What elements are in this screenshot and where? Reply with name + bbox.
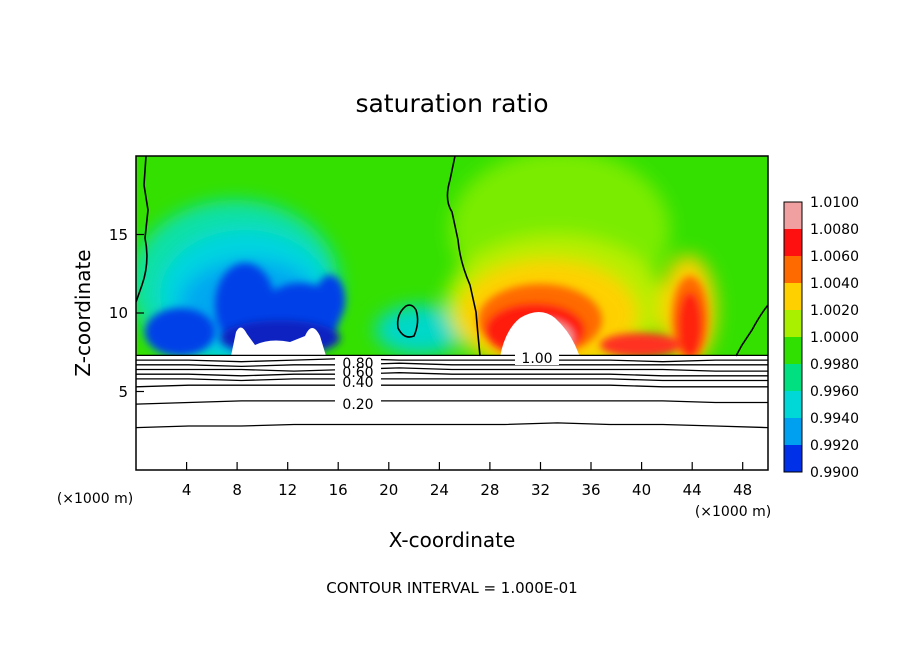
y-tick-marks <box>136 233 144 393</box>
contour-line-0 <box>136 357 768 363</box>
colorbar-label: 1.0040 <box>810 276 859 292</box>
field-red-trough <box>600 333 680 357</box>
colorbar-labels: 1.0100 1.0080 1.0060 1.0040 1.0020 1.000… <box>810 195 859 481</box>
colorbar-label: 0.9920 <box>810 438 859 454</box>
x-axis: 4 8 12 16 20 24 28 32 36 40 44 48 (×1000… <box>57 462 771 552</box>
x-tick-label: 24 <box>430 481 449 499</box>
x-tick-label: 16 <box>329 481 348 499</box>
cloud-hole-left <box>231 327 326 356</box>
x-tick-label: 4 <box>182 481 192 499</box>
contour-label-0-80: 0.80 <box>342 356 373 372</box>
contour-lines <box>136 354 768 429</box>
colorbar-label: 0.9940 <box>810 411 859 427</box>
colorbar-label: 1.0100 <box>810 195 859 211</box>
colorbar-label: 1.0000 <box>810 330 859 346</box>
contour-interval-note: CONTOUR INTERVAL = 1.000E-01 <box>326 579 577 597</box>
colorbar-swatch <box>784 418 802 445</box>
contour-label-bg <box>335 397 381 410</box>
field-blue-left-1 <box>145 308 215 356</box>
contour-1.00-mid <box>446 156 481 357</box>
colorbar-swatch <box>784 256 802 283</box>
field-red-far-right <box>678 292 702 358</box>
contour-1.00-left <box>136 156 149 303</box>
y-axis: 5 10 15 Z-coordinate <box>71 226 144 401</box>
contour-line-6 <box>136 400 768 405</box>
colorbar-swatch <box>784 310 802 337</box>
plot-area: 1.00 0.80 0.60 0.40 0.20 <box>57 155 771 552</box>
colorbar-label: 1.0060 <box>810 249 859 265</box>
saturation-field <box>136 156 768 470</box>
contour-label-bg <box>335 357 381 399</box>
contour-line-4 <box>136 378 768 382</box>
colorbar-swatch <box>784 283 802 310</box>
x-unit-left: (×1000 m) <box>57 491 133 507</box>
contour-line-2 <box>136 367 768 372</box>
y-tick-labels: 5 10 15 <box>109 226 128 401</box>
colorbar-label: 0.9960 <box>810 384 859 400</box>
contour-1.00-loop <box>396 304 419 338</box>
x-tick-label: 8 <box>232 481 242 499</box>
subsaturated-region <box>136 356 768 470</box>
colorbar-frame <box>783 201 803 473</box>
contour-label-0-60: 0.60 <box>342 365 373 381</box>
contour-1.00-right <box>735 304 768 357</box>
colorbar-swatch <box>784 202 802 229</box>
x-tick-label: 40 <box>632 481 651 499</box>
x-unit-right: (×1000 m) <box>695 504 771 520</box>
contour-1.00 <box>136 156 768 357</box>
x-tick-labels: 4 8 12 16 20 24 28 32 36 40 44 48 <box>182 481 752 499</box>
field-cyan-mid <box>375 305 465 355</box>
y-axis-label: Z-coordinate <box>71 249 95 376</box>
y-tick-label: 5 <box>118 383 128 401</box>
x-tick-label: 44 <box>683 481 702 499</box>
colorbar-swatch <box>784 337 802 364</box>
colorbar-swatch <box>784 391 802 418</box>
x-tick-label: 36 <box>581 481 600 499</box>
cloud-hole-right <box>500 312 580 357</box>
x-tick-label: 28 <box>480 481 499 499</box>
contour-label-1-00: 1.00 <box>521 351 552 367</box>
contour-label-bg <box>515 351 559 365</box>
colorbar-swatch <box>784 364 802 391</box>
contour-line-3 <box>136 372 768 377</box>
colorbar: 1.0100 1.0080 1.0060 1.0040 1.0020 1.000… <box>783 195 859 481</box>
x-tick-label: 48 <box>733 481 752 499</box>
x-tick-marks <box>186 462 744 470</box>
colorbar-label: 0.9900 <box>810 465 859 481</box>
colorbar-swatch <box>784 445 802 472</box>
chart-title: saturation ratio <box>355 89 548 118</box>
colorbar-label: 1.0080 <box>810 222 859 238</box>
contour-label-group: 1.00 0.80 0.60 0.40 0.20 <box>335 351 559 413</box>
x-tick-label: 20 <box>379 481 398 499</box>
x-tick-label: 12 <box>278 481 297 499</box>
x-tick-label: 32 <box>531 481 550 499</box>
contour-label-0-40: 0.40 <box>342 375 373 391</box>
y-tick-label: 10 <box>109 304 128 322</box>
colorbar-swatch <box>784 229 802 256</box>
field-blue-left-4 <box>315 275 345 325</box>
y-tick-label: 15 <box>109 226 128 244</box>
contour-label-0-20: 0.20 <box>342 397 373 413</box>
contour-line-7 <box>136 422 768 429</box>
contour-line-5 <box>136 384 768 388</box>
colorbar-label: 1.0020 <box>810 303 859 319</box>
x-axis-label: X-coordinate <box>389 528 516 552</box>
colorbar-label: 0.9980 <box>810 357 859 373</box>
contour-line-1 <box>136 362 768 368</box>
